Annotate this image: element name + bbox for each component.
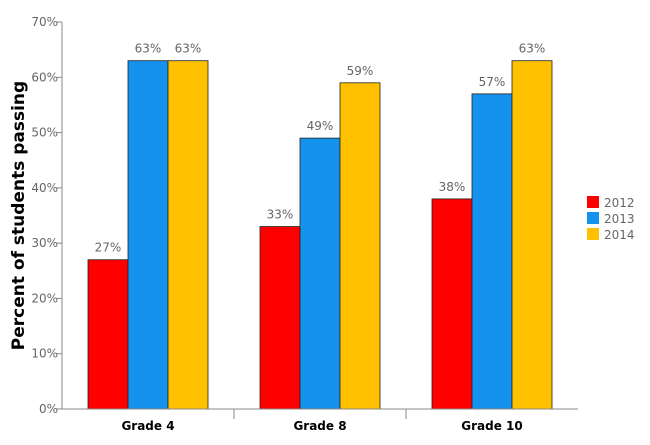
data-label: 57%: [479, 75, 506, 89]
data-label: 38%: [439, 180, 466, 194]
bar-2014-grade-10: [511, 60, 553, 410]
x-axis-ticks: Grade 4 Grade 8 Grade 10: [121, 409, 523, 433]
bar-2013-grade-10: [471, 93, 513, 410]
data-label: 49%: [307, 119, 334, 133]
data-label: 63%: [175, 42, 202, 56]
y-tick-label: 0%: [39, 402, 58, 416]
bar-2012-grade-8: [259, 226, 301, 410]
data-label: 27%: [95, 241, 122, 255]
bar-2013-grade-8: [299, 137, 341, 410]
y-tick-label: 30%: [31, 236, 58, 250]
bar-2012-grade-10: [431, 198, 473, 410]
bar-2014-grade-8: [339, 82, 381, 410]
y-tick-label: 60%: [31, 70, 58, 84]
legend-swatch: [587, 212, 599, 224]
y-tick-label: 20%: [31, 291, 58, 305]
legend: 2012 2013 2014: [587, 196, 635, 242]
x-tick-label: Grade 10: [461, 419, 522, 433]
bars: [87, 60, 553, 410]
data-labels: 27% 63% 63% 33% 49% 59% 38% 57% 63%: [95, 42, 546, 255]
y-axis-label: Percent of students passing: [9, 81, 29, 350]
x-tick-label: Grade 8: [293, 419, 346, 433]
y-tick-label: 50%: [31, 126, 58, 140]
x-tick-label: Grade 4: [121, 419, 174, 433]
data-label: 59%: [347, 64, 374, 78]
y-axis-ticks: 0% 10% 20% 30% 40% 50% 60% 70%: [31, 15, 62, 416]
y-tick-label: 70%: [31, 15, 58, 29]
legend-label: 2013: [604, 212, 635, 226]
bar-2012-grade-4: [87, 259, 129, 410]
y-tick-label: 40%: [31, 181, 58, 195]
legend-swatch: [587, 196, 599, 208]
legend-swatch: [587, 228, 599, 240]
legend-label: 2012: [604, 196, 635, 210]
bar-2014-grade-4: [167, 60, 209, 410]
bar-2013-grade-4: [127, 60, 169, 410]
data-label: 63%: [135, 42, 162, 56]
data-label: 63%: [519, 42, 546, 56]
data-label: 33%: [267, 208, 294, 222]
y-tick-label: 10%: [31, 347, 58, 361]
legend-label: 2014: [604, 228, 635, 242]
